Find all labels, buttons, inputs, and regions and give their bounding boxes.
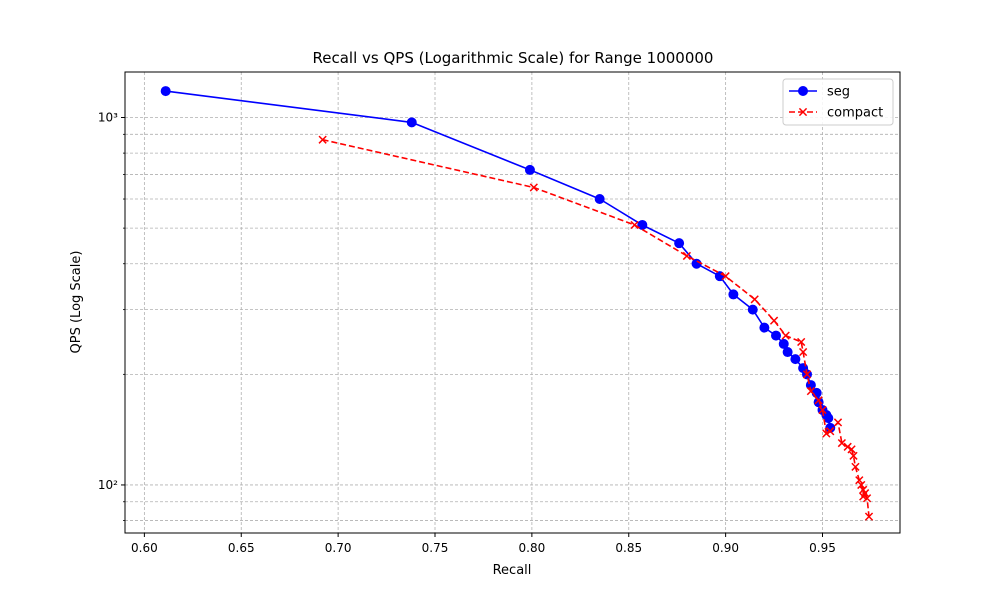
data-point-compact <box>814 396 823 405</box>
legend-entry-seg: seg <box>789 85 850 100</box>
data-point-seg <box>825 422 836 433</box>
data-point-seg <box>691 258 702 269</box>
data-point-compact <box>851 462 860 471</box>
data-point-compact-stroke-b <box>814 396 823 405</box>
data-point-compact <box>798 347 808 357</box>
series-layer <box>160 86 874 521</box>
data-point-compact-stroke-b <box>750 295 759 304</box>
data-point-compact <box>802 370 812 379</box>
x-tick-label: 0.60 <box>131 541 158 555</box>
legend-label-seg: seg <box>827 85 850 100</box>
data-point-compact <box>843 442 852 451</box>
data-point-compact-stroke-b <box>859 485 868 494</box>
data-point-compact-stroke-b <box>802 370 812 379</box>
legend-label-compact: compact <box>827 106 883 121</box>
data-point-compact-stroke-b <box>855 476 864 485</box>
data-point-compact-stroke-b <box>857 480 866 490</box>
data-point-compact-stroke-b <box>682 251 692 261</box>
data-point-compact <box>857 480 866 490</box>
data-point-seg <box>790 354 801 365</box>
data-point-compact-stroke-b <box>851 462 860 471</box>
data-point-seg <box>759 322 770 333</box>
x-tick-label: 0.65 <box>228 541 255 555</box>
series-compact <box>318 135 874 521</box>
data-point-compact-stroke-b <box>806 387 816 396</box>
data-point-compact-stroke-b <box>833 418 843 427</box>
data-point-compact <box>797 337 806 347</box>
data-point-seg <box>594 194 605 205</box>
data-point-seg <box>771 330 781 341</box>
data-point-compact-stroke-b <box>721 272 730 281</box>
data-point-compact <box>826 427 835 436</box>
x-tick-label: 0.95 <box>809 541 836 555</box>
legend-marker-compact-stroke-b <box>798 107 808 117</box>
data-point-seg <box>782 347 793 358</box>
data-point-seg <box>637 219 648 230</box>
tick-layer: 0.60 0.65 0.70 0.75 0.80 0.85 0.90 0.95 10² 10³ <box>98 111 836 555</box>
legend-marker-compact <box>798 107 808 117</box>
data-point-compact <box>847 445 856 454</box>
y-axis-label: QPS (Log Scale) <box>69 251 84 354</box>
data-point-compact <box>769 316 779 325</box>
data-point-compact <box>849 451 858 460</box>
data-point-compact-stroke-b <box>847 445 856 454</box>
x-tick-label: 0.80 <box>519 541 546 555</box>
data-point-compact-stroke-b <box>843 442 852 451</box>
data-point-compact-stroke-b <box>864 512 874 521</box>
data-point-compact-stroke-b <box>630 220 639 230</box>
legend-entry-compact: compact <box>789 106 883 121</box>
legend-marker-seg <box>798 86 808 96</box>
data-point-compact <box>833 418 843 427</box>
data-point-compact-stroke-b <box>862 494 872 503</box>
data-point-compact-stroke-b <box>318 135 327 144</box>
x-axis-label: Recall <box>493 563 532 578</box>
data-point-seg <box>160 86 171 97</box>
data-point-compact <box>630 220 639 230</box>
data-point-compact <box>864 512 874 521</box>
data-point-compact-stroke-b <box>849 451 858 460</box>
data-point-compact <box>318 135 327 144</box>
data-point-seg <box>778 338 789 349</box>
data-point-compact-stroke-b <box>837 438 847 448</box>
data-point-seg <box>674 238 685 249</box>
data-point-seg <box>728 289 739 300</box>
data-point-seg <box>747 304 758 315</box>
data-point-compact-stroke-b <box>781 331 790 340</box>
data-point-compact <box>750 295 759 304</box>
grid-layer <box>125 72 900 533</box>
data-point-seg <box>823 413 834 424</box>
data-point-compact <box>862 494 872 503</box>
chart-title: Recall vs QPS (Logarithmic Scale) for Ra… <box>313 49 714 67</box>
x-tick-label: 0.90 <box>712 541 739 555</box>
x-tick-label: 0.75 <box>422 541 449 555</box>
y-tick-label: 10² <box>98 478 118 492</box>
data-point-compact-stroke-b <box>822 429 831 438</box>
data-point-compact-stroke-b <box>860 489 870 498</box>
data-point-compact <box>781 331 790 340</box>
data-point-compact <box>818 405 827 415</box>
data-point-compact-stroke-b <box>798 347 808 357</box>
data-point-seg <box>406 117 417 128</box>
data-point-compact <box>806 387 816 396</box>
data-point-compact <box>721 272 730 281</box>
data-point-seg <box>524 164 535 175</box>
data-point-compact-stroke-b <box>769 316 779 325</box>
data-point-compact <box>822 429 831 438</box>
data-point-compact <box>855 476 864 485</box>
legend: seg compact <box>782 78 894 126</box>
data-point-compact-stroke-b <box>529 183 538 192</box>
data-point-compact <box>860 489 870 498</box>
x-tick-label: 0.85 <box>615 541 642 555</box>
data-point-compact-stroke-b <box>826 427 835 436</box>
x-tick-label: 0.70 <box>325 541 352 555</box>
data-point-compact <box>529 183 538 192</box>
data-point-compact <box>682 251 692 261</box>
data-point-compact <box>837 438 847 448</box>
data-point-compact-stroke-b <box>797 337 806 347</box>
data-point-compact-stroke-b <box>818 405 827 415</box>
y-tick-label: 10³ <box>98 111 118 125</box>
plot-frame <box>124 71 901 534</box>
